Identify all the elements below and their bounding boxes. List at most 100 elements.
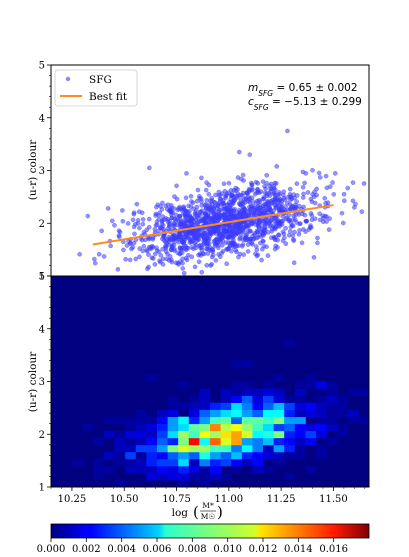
scatter-point <box>323 173 329 179</box>
scatter-point <box>209 262 214 267</box>
scatter-point <box>246 212 251 218</box>
scatter-point <box>124 243 130 248</box>
scatter-point <box>160 246 165 252</box>
heatmap-cell <box>273 451 285 460</box>
heatmap-cell <box>284 409 296 418</box>
scatter-point <box>231 198 237 204</box>
scatter-point <box>169 205 175 211</box>
scatter-point <box>287 229 293 234</box>
scatter-point <box>317 175 323 180</box>
scatter-point <box>236 254 241 260</box>
heatmap-cell <box>284 423 296 432</box>
scatter-point <box>217 214 223 219</box>
scatter-point <box>345 185 351 191</box>
scatter-point <box>137 225 142 231</box>
scatter-point <box>245 228 251 234</box>
scatter-point <box>139 210 145 216</box>
heatmap-cell <box>220 395 232 403</box>
scatter-point <box>181 270 187 276</box>
heatmap-cell <box>316 402 327 411</box>
scatter-point <box>212 224 218 230</box>
heatmap-y-ticks: 1 2 3 4 5 <box>39 272 51 494</box>
heatmap-cell <box>199 451 211 460</box>
y-tick-label: 3 <box>39 377 45 388</box>
heatmap-cell <box>178 472 190 481</box>
heatmap-cell <box>157 409 168 418</box>
scatter-point <box>174 183 179 189</box>
heatmap-cell <box>305 409 317 418</box>
scatter-point <box>257 202 263 208</box>
scatter-point <box>192 241 198 246</box>
scatter-point <box>324 214 329 220</box>
scatter-point <box>272 190 277 196</box>
heatmap-cell <box>241 451 253 460</box>
heatmap-cell <box>220 409 232 418</box>
scatter-point <box>224 261 229 267</box>
heatmap-cell <box>178 381 190 389</box>
heatmap-cell <box>305 465 317 474</box>
scatter-panel: 1 2 3 4 5 (u-r) colour SFG Best fit mSFG = 0… <box>27 61 370 283</box>
heatmap-cell <box>125 423 137 432</box>
scatter-point <box>131 210 137 215</box>
scatter-point <box>293 204 299 210</box>
heatmap-cell <box>263 388 274 396</box>
scatter-point <box>219 207 224 212</box>
heatmap-cell <box>337 409 349 418</box>
scatter-point <box>99 228 104 234</box>
scatter-point <box>278 221 283 227</box>
heatmap-cell <box>157 465 168 474</box>
heatmap-cell <box>358 388 370 396</box>
heatmap-cell <box>231 430 243 439</box>
scatter-point <box>298 221 303 226</box>
heatmap-cell <box>135 444 147 453</box>
colorbar-tick-label: 0.014 <box>284 544 313 555</box>
scatter-y-ticks: 1 2 3 4 5 <box>39 61 51 283</box>
scatter-point <box>170 232 176 238</box>
scatter-point <box>181 237 187 243</box>
heatmap-cell <box>157 423 168 432</box>
scatter-point <box>77 251 82 257</box>
heatmap-cell <box>337 395 349 403</box>
scatter-point <box>92 256 97 262</box>
colorbar-tick-label: 0.000 <box>37 544 66 555</box>
scatter-point <box>276 232 282 238</box>
heatmap-cell <box>167 444 179 453</box>
scatter-point <box>272 203 278 208</box>
scatter-point <box>260 238 266 244</box>
scatter-point <box>191 231 196 236</box>
x-label-open-paren: ( <box>193 503 199 521</box>
scatter-point <box>259 257 264 263</box>
best-fit-line <box>92 204 334 246</box>
scatter-point <box>167 224 172 229</box>
scatter-point <box>229 248 234 254</box>
scatter-point <box>291 260 297 266</box>
scatter-point <box>251 237 256 242</box>
heatmap-cell <box>273 395 285 403</box>
scatter-point <box>265 253 271 258</box>
scatter-point <box>150 235 156 240</box>
heatmap-cell <box>284 437 296 446</box>
heatmap-cell <box>146 458 158 467</box>
heatmap-cell <box>135 458 147 467</box>
scatter-point <box>282 235 287 241</box>
heatmap-cell <box>284 416 296 425</box>
heatmap-cell <box>273 444 285 453</box>
heatmap-cell <box>273 437 285 446</box>
colorbar-tick-label: 0.002 <box>72 544 101 555</box>
heatmap-cell <box>241 437 253 446</box>
scatter-point <box>185 218 191 224</box>
heatmap-cell <box>326 437 338 446</box>
x-tick-label: 11.00 <box>215 494 244 505</box>
scatter-point <box>291 237 296 242</box>
scatter-point <box>260 179 266 184</box>
heatmap-cell <box>199 472 211 481</box>
heatmap-cell <box>294 451 306 460</box>
heatmap-cell <box>241 360 253 368</box>
scatter-point <box>270 197 275 203</box>
scatter-point <box>176 236 182 242</box>
scatter-point <box>230 241 236 246</box>
heatmap-cell <box>305 437 317 446</box>
scatter-point <box>153 223 159 228</box>
scatter-point <box>240 193 245 198</box>
heatmap-cell <box>252 458 264 467</box>
